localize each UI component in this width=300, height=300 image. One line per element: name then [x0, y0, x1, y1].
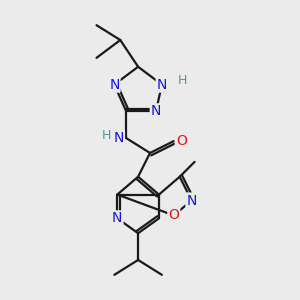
Text: N: N	[151, 104, 161, 118]
Text: O: O	[176, 134, 187, 148]
Text: N: N	[109, 78, 119, 92]
Text: N: N	[157, 78, 167, 92]
Text: N: N	[112, 212, 122, 225]
Text: O: O	[168, 208, 179, 222]
Text: N: N	[186, 194, 197, 208]
Text: N: N	[114, 131, 124, 145]
Text: H: H	[102, 129, 112, 142]
Text: H: H	[178, 74, 188, 87]
